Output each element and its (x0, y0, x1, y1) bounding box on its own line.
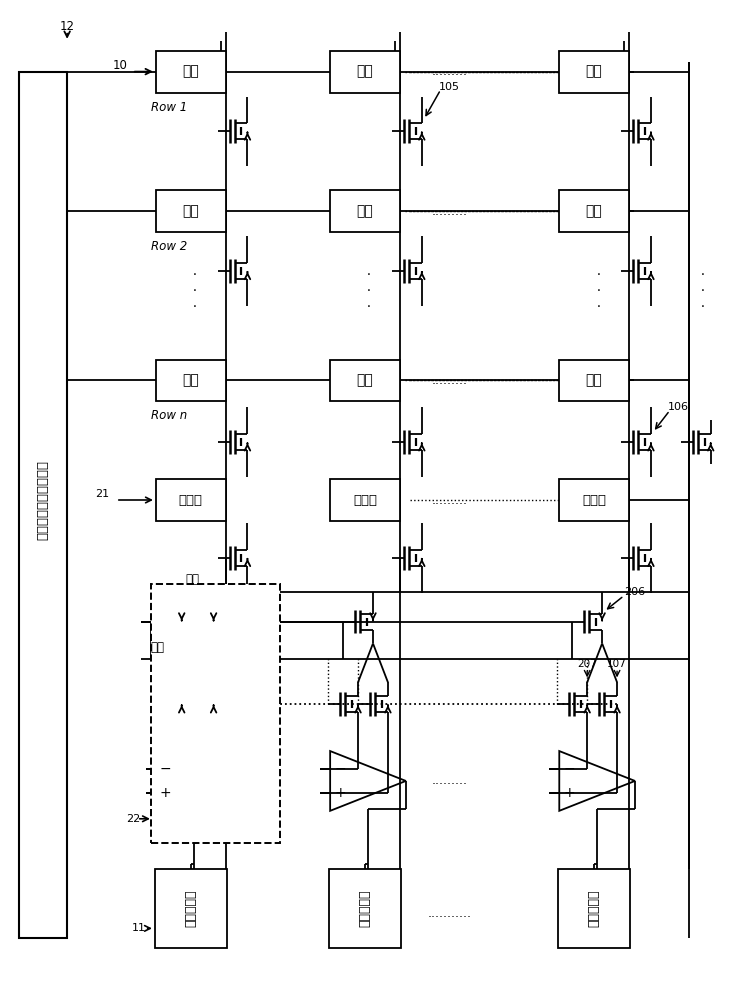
Text: 暗像元: 暗像元 (178, 493, 203, 506)
Bar (156, 479, 226, 521)
Text: Row 1: Row 1 (151, 101, 187, 114)
Text: +: + (160, 786, 172, 800)
Bar (559, 51, 629, 93)
Text: 暗像元: 暗像元 (353, 493, 377, 506)
Text: .........: ......... (432, 205, 468, 218)
Text: ·
  ·
  ·: · · · (587, 268, 601, 314)
Text: 10: 10 (113, 59, 128, 72)
Bar (155, 869, 226, 948)
Text: 207: 207 (577, 659, 597, 669)
Text: 106: 106 (668, 402, 689, 412)
Text: +: + (563, 786, 575, 800)
Text: 像元: 像元 (357, 373, 374, 387)
Text: 列读出电路: 列读出电路 (358, 890, 371, 927)
Bar (156, 190, 226, 232)
Text: ·
  ·
  ·: · · · (358, 268, 371, 314)
Text: 105: 105 (439, 82, 460, 92)
Text: 像元: 像元 (182, 65, 199, 79)
Bar (156, 360, 226, 401)
Text: ·
  ·
  ·: · · · (692, 268, 705, 314)
Text: 电源: 电源 (186, 573, 200, 586)
Text: −: − (335, 762, 346, 776)
Text: 暗像元: 暗像元 (582, 493, 606, 506)
Text: +: + (335, 786, 346, 800)
Text: 21: 21 (95, 489, 109, 499)
Text: 像元: 像元 (182, 373, 199, 387)
Bar (559, 190, 629, 232)
Bar (559, 360, 629, 401)
Text: Row 2: Row 2 (151, 240, 187, 253)
Text: 偏置: 偏置 (151, 641, 165, 654)
Text: 像元: 像元 (586, 373, 603, 387)
Text: .........: ......... (432, 374, 468, 387)
Text: 列读出电路: 列读出电路 (587, 890, 601, 927)
Text: 22: 22 (126, 814, 140, 824)
Text: 11: 11 (132, 923, 146, 933)
Bar (330, 360, 400, 401)
Text: .........: ......... (432, 65, 468, 78)
Text: 像元: 像元 (586, 204, 603, 218)
Bar (559, 479, 629, 521)
Text: 107: 107 (607, 659, 627, 669)
Text: 像元: 像元 (586, 65, 603, 79)
Text: 12: 12 (60, 20, 74, 33)
Text: 行选及曝光控制误码器: 行选及曝光控制误码器 (37, 460, 49, 540)
Bar (329, 869, 401, 948)
Text: −: − (160, 762, 172, 776)
Bar (330, 51, 400, 93)
Text: .........: ......... (432, 493, 468, 506)
Text: .........: ......... (432, 774, 468, 787)
Text: 像元: 像元 (182, 204, 199, 218)
Text: −: − (563, 762, 575, 776)
Bar (330, 190, 400, 232)
Text: 206: 206 (624, 587, 645, 597)
Bar (19, 72, 67, 938)
Bar (330, 479, 400, 521)
Bar (151, 584, 280, 843)
Text: 像元: 像元 (357, 204, 374, 218)
Bar (559, 869, 630, 948)
Text: 像元: 像元 (357, 65, 374, 79)
Bar (156, 51, 226, 93)
Text: ...........: ........... (427, 907, 472, 920)
Text: Row n: Row n (151, 409, 187, 422)
Text: ·
  ·
  ·: · · · (184, 268, 198, 314)
Text: 列读出电路: 列读出电路 (184, 890, 198, 927)
